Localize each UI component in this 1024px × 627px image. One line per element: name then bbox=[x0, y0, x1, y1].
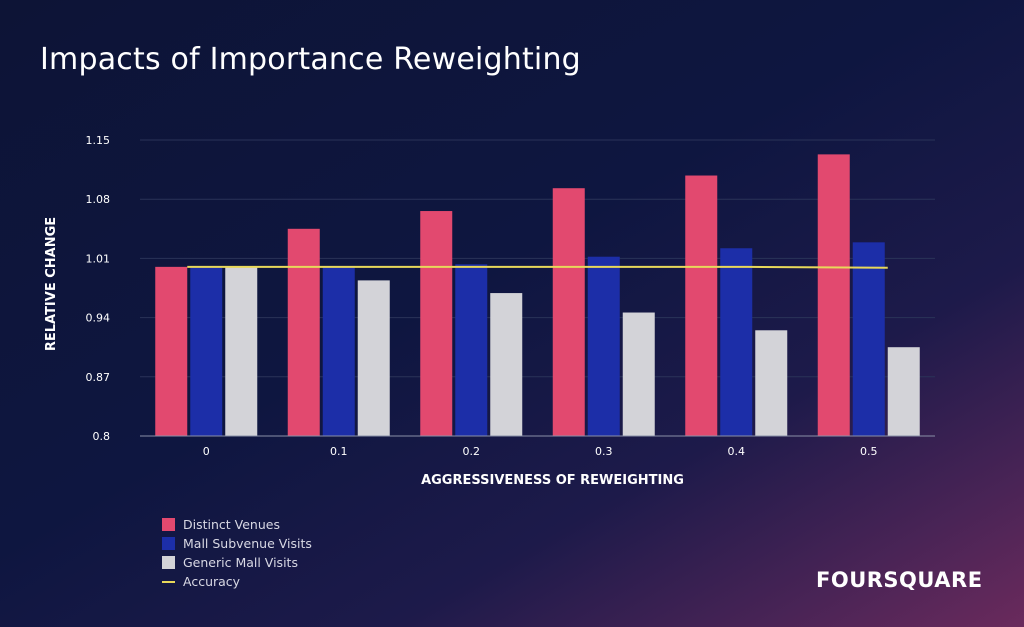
legend-item-accuracy: Accuracy bbox=[162, 572, 312, 591]
bar-generic-mall-visits bbox=[622, 312, 655, 436]
bar-mall-subvenue-visits bbox=[852, 242, 885, 436]
legend-swatch bbox=[162, 556, 175, 569]
x-tick-label: 0 bbox=[203, 445, 210, 458]
legend-swatch bbox=[162, 518, 175, 531]
bar-generic-mall-visits bbox=[887, 347, 920, 436]
bar-generic-mall-visits bbox=[490, 293, 523, 436]
y-tick-label: 1.08 bbox=[86, 193, 111, 206]
grid-lines bbox=[140, 139, 935, 378]
bar-distinct-venues bbox=[155, 266, 188, 436]
legend-label: Mall Subvenue Visits bbox=[183, 536, 312, 551]
bar-generic-mall-visits bbox=[755, 330, 788, 436]
legend-label: Generic Mall Visits bbox=[183, 555, 298, 570]
bar-distinct-venues bbox=[420, 211, 453, 436]
bar-mall-subvenue-visits bbox=[587, 256, 620, 436]
legend-item-generic-mall-visits: Generic Mall Visits bbox=[162, 553, 312, 572]
legend-swatch bbox=[162, 537, 175, 550]
bar-mall-subvenue-visits bbox=[720, 248, 753, 436]
accuracy-line-layer bbox=[187, 265, 888, 269]
bar-distinct-venues bbox=[552, 188, 585, 436]
y-tick-label: 1.15 bbox=[86, 134, 111, 147]
y-axis-title: RELATIVE CHANGE bbox=[44, 217, 59, 351]
bar-distinct-venues bbox=[817, 154, 850, 436]
x-tick-label: 0.4 bbox=[728, 445, 746, 458]
x-tick-label: 0.5 bbox=[860, 445, 878, 458]
chart-title: Impacts of Importance Reweighting bbox=[40, 42, 581, 77]
legend: Distinct Venues Mall Subvenue Visits Gen… bbox=[162, 515, 312, 591]
bar-generic-mall-visits bbox=[225, 266, 258, 436]
bar-generic-mall-visits bbox=[357, 280, 390, 436]
bars bbox=[155, 154, 920, 436]
legend-item-distinct-venues: Distinct Venues bbox=[162, 515, 312, 534]
brand-logo: FOURSQUARE bbox=[816, 568, 983, 592]
y-tick-label: 1.01 bbox=[86, 252, 111, 265]
x-tick-label: 0.3 bbox=[595, 445, 613, 458]
accuracy-line bbox=[187, 265, 888, 269]
bar-mall-subvenue-visits bbox=[190, 266, 223, 436]
y-tick-label: 0.94 bbox=[86, 312, 111, 325]
x-tick-label: 0.1 bbox=[330, 445, 348, 458]
bar-mall-subvenue-visits bbox=[455, 264, 488, 436]
bar-distinct-venues bbox=[685, 175, 718, 436]
y-tick-label: 0.87 bbox=[86, 371, 111, 384]
bar-distinct-venues bbox=[287, 228, 320, 436]
legend-label: Distinct Venues bbox=[183, 517, 280, 532]
x-axis-ticks: 0 0.1 0.2 0.3 0.4 0.5 bbox=[203, 445, 878, 458]
y-axis-ticks: 0.8 0.87 0.94 1.01 1.08 1.15 bbox=[86, 134, 111, 443]
legend-line-swatch bbox=[162, 580, 175, 583]
x-axis-title: AGGRESSIVENESS OF REWEIGHTING bbox=[421, 473, 684, 488]
x-tick-label: 0.2 bbox=[463, 445, 481, 458]
legend-item-mall-subvenue-visits: Mall Subvenue Visits bbox=[162, 534, 312, 553]
legend-label: Accuracy bbox=[183, 574, 241, 589]
y-tick-label: 0.8 bbox=[93, 430, 111, 443]
bar-mall-subvenue-visits bbox=[322, 266, 355, 436]
